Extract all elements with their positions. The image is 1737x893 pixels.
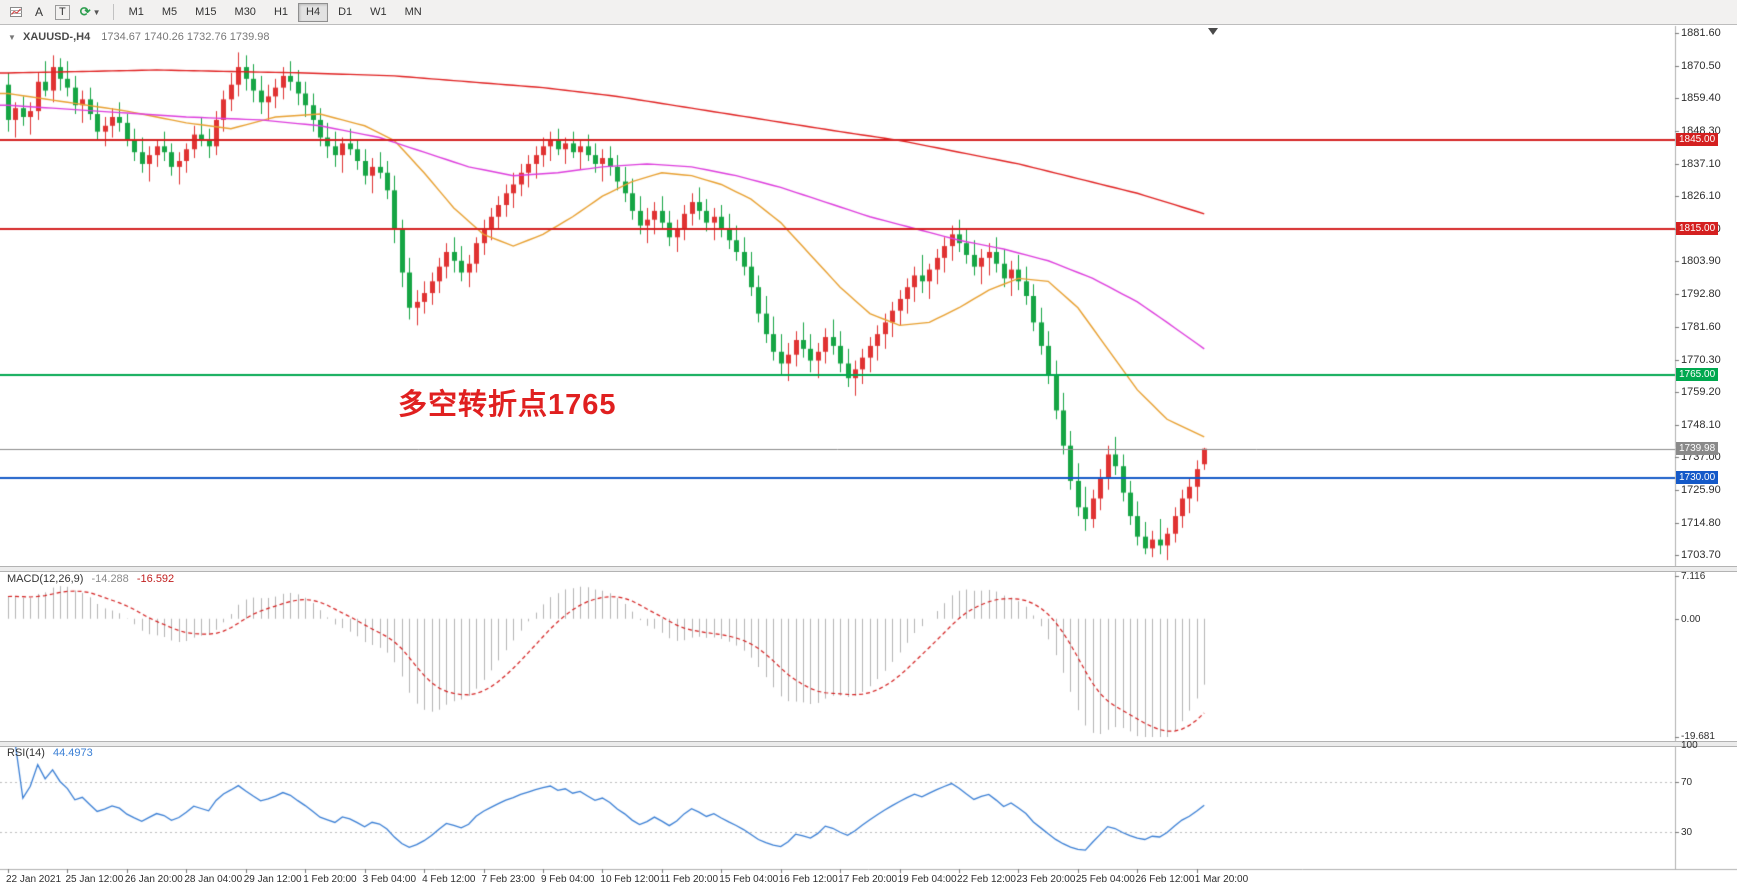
- price-level-label: 1815.00: [1676, 221, 1719, 235]
- collapse-icon: ▼: [8, 33, 16, 42]
- panel-splitter-macd[interactable]: [0, 566, 1737, 572]
- time-label: 11 Feb 20:00: [659, 874, 719, 885]
- price-level-label: 1739.98: [1676, 441, 1719, 455]
- time-label: 4 Feb 12:00: [422, 874, 476, 885]
- time-label: 1 Mar 20:00: [1194, 874, 1249, 885]
- price-level-label: 1730.00: [1676, 470, 1719, 484]
- timeframe-button-M1[interactable]: M1: [121, 3, 152, 22]
- chart-title: ▼ XAUUSD-,H4 1734.67 1740.26 1732.76 173…: [8, 31, 270, 43]
- time-label: 3 Feb 04:00: [362, 874, 416, 885]
- timeframe-button-M5[interactable]: M5: [154, 3, 185, 22]
- price-tick: 1781.60: [1681, 320, 1721, 333]
- ohlc-values: 1734.67 1740.26 1732.76 1739.98: [101, 31, 270, 43]
- price-tick: 1725.90: [1681, 483, 1721, 496]
- time-label: 9 Feb 04:00: [540, 874, 595, 885]
- price-tick: 1826.10: [1681, 189, 1721, 202]
- timeframe-button-M15[interactable]: M15: [187, 3, 224, 22]
- time-label: 17 Feb 20:00: [838, 874, 898, 885]
- timeframe-button-MN[interactable]: MN: [397, 3, 430, 22]
- time-label: 22 Jan 2021: [6, 874, 62, 885]
- font-tool-button[interactable]: A: [29, 2, 49, 22]
- timeframe-toolbar: M1 M5 M15 M30 H1 H4 D1 W1 MN: [121, 2, 430, 22]
- time-label: 10 Feb 12:00: [600, 874, 660, 885]
- rsi-axis-label: 30: [1681, 826, 1693, 838]
- time-label: 26 Jan 20:00: [124, 874, 183, 885]
- annotation-text: 多空转折点1765: [398, 389, 617, 421]
- macd-label: MACD(12,26,9) -14.288 -16.592: [7, 573, 174, 585]
- timeframe-button-M30[interactable]: M30: [227, 3, 264, 22]
- price-tick: 1837.10: [1681, 157, 1721, 170]
- refresh-icon: ⟳: [79, 4, 91, 19]
- text-tool-button[interactable]: T: [51, 2, 74, 22]
- rsi-label: RSI(14) 44.4973: [7, 747, 93, 759]
- time-axis[interactable]: 22 Jan 2021 25 Jan 12:00 26 Jan 20:00 28 Ja…: [0, 869, 1737, 893]
- price-tick: 1803.90: [1681, 255, 1721, 268]
- time-label: 25 Feb 04:00: [1075, 874, 1135, 885]
- price-tick: 1859.40: [1681, 92, 1721, 105]
- time-label: 19 Feb 04:00: [897, 874, 957, 885]
- rsi-axis-label: 100: [1681, 740, 1698, 751]
- timeframe-button-W1[interactable]: W1: [362, 3, 395, 22]
- price-tick: 1792.80: [1681, 287, 1721, 300]
- rsi-name: RSI(14): [7, 747, 45, 759]
- timeframe-button-H1[interactable]: H1: [266, 3, 296, 22]
- price-level-label: 1765.00: [1676, 368, 1719, 382]
- timeframe-button-D1[interactable]: D1: [330, 3, 360, 22]
- caret-down-icon: ▼: [92, 7, 101, 17]
- price-tick: 1748.10: [1681, 418, 1721, 431]
- toolbar-separator: [112, 4, 114, 20]
- time-label: 16 Feb 12:00: [778, 874, 838, 885]
- time-label: 26 Feb 12:00: [1135, 874, 1195, 885]
- time-label: 25 Jan 12:00: [65, 874, 124, 885]
- time-label: 28 Jan 04:00: [184, 874, 243, 885]
- chart-grid-icon: [10, 7, 22, 17]
- toolbar: A T ⟳ ▼ M1 M5 M15 M30 H1 H4 D1 W1 MN: [0, 0, 1737, 25]
- panel-splitter-rsi[interactable]: [0, 741, 1737, 747]
- price-level-label: 1845.00: [1676, 133, 1719, 147]
- price-tick: 1770.30: [1681, 353, 1721, 366]
- symbol-label: XAUUSD-,H4: [22, 31, 91, 43]
- price-tick: 1870.50: [1681, 59, 1721, 72]
- macd-axis-label: 7.116: [1681, 571, 1706, 582]
- time-label: 23 Feb 20:00: [1016, 874, 1076, 885]
- chart-properties-button[interactable]: [5, 2, 27, 22]
- time-label: 29 Jan 12:00: [243, 874, 302, 885]
- rsi-axis-label: 70: [1681, 777, 1693, 789]
- time-label: 22 Feb 12:00: [957, 874, 1016, 885]
- price-tick: 1881.60: [1681, 27, 1721, 40]
- macd-axis-label: -19.681: [1681, 731, 1715, 742]
- price-tick: 1703.70: [1681, 549, 1721, 562]
- macd-main-value: -14.288: [91, 573, 129, 585]
- time-label: 1 Feb 20:00: [303, 874, 357, 885]
- chart-shift-marker[interactable]: [1208, 28, 1218, 35]
- price-axis[interactable]: 1881.60 1870.50 1859.40 1848.30 1837.10 1826.…: [1676, 26, 1737, 869]
- time-label: 7 Feb 23:00: [481, 874, 535, 885]
- time-label: 15 Feb 04:00: [719, 874, 779, 885]
- macd-name: MACD(12,26,9): [7, 573, 84, 585]
- price-tick: 1759.20: [1681, 386, 1721, 399]
- macd-axis-label: 0.00: [1681, 613, 1701, 625]
- refresh-tool-button[interactable]: ⟳ ▼: [76, 2, 105, 22]
- macd-signal-value: -16.592: [136, 573, 175, 585]
- timeframe-button-H4[interactable]: H4: [298, 2, 329, 22]
- rsi-value: 44.4973: [52, 747, 93, 759]
- text-tool-label: T: [55, 4, 70, 20]
- price-tick: 1714.80: [1681, 516, 1721, 529]
